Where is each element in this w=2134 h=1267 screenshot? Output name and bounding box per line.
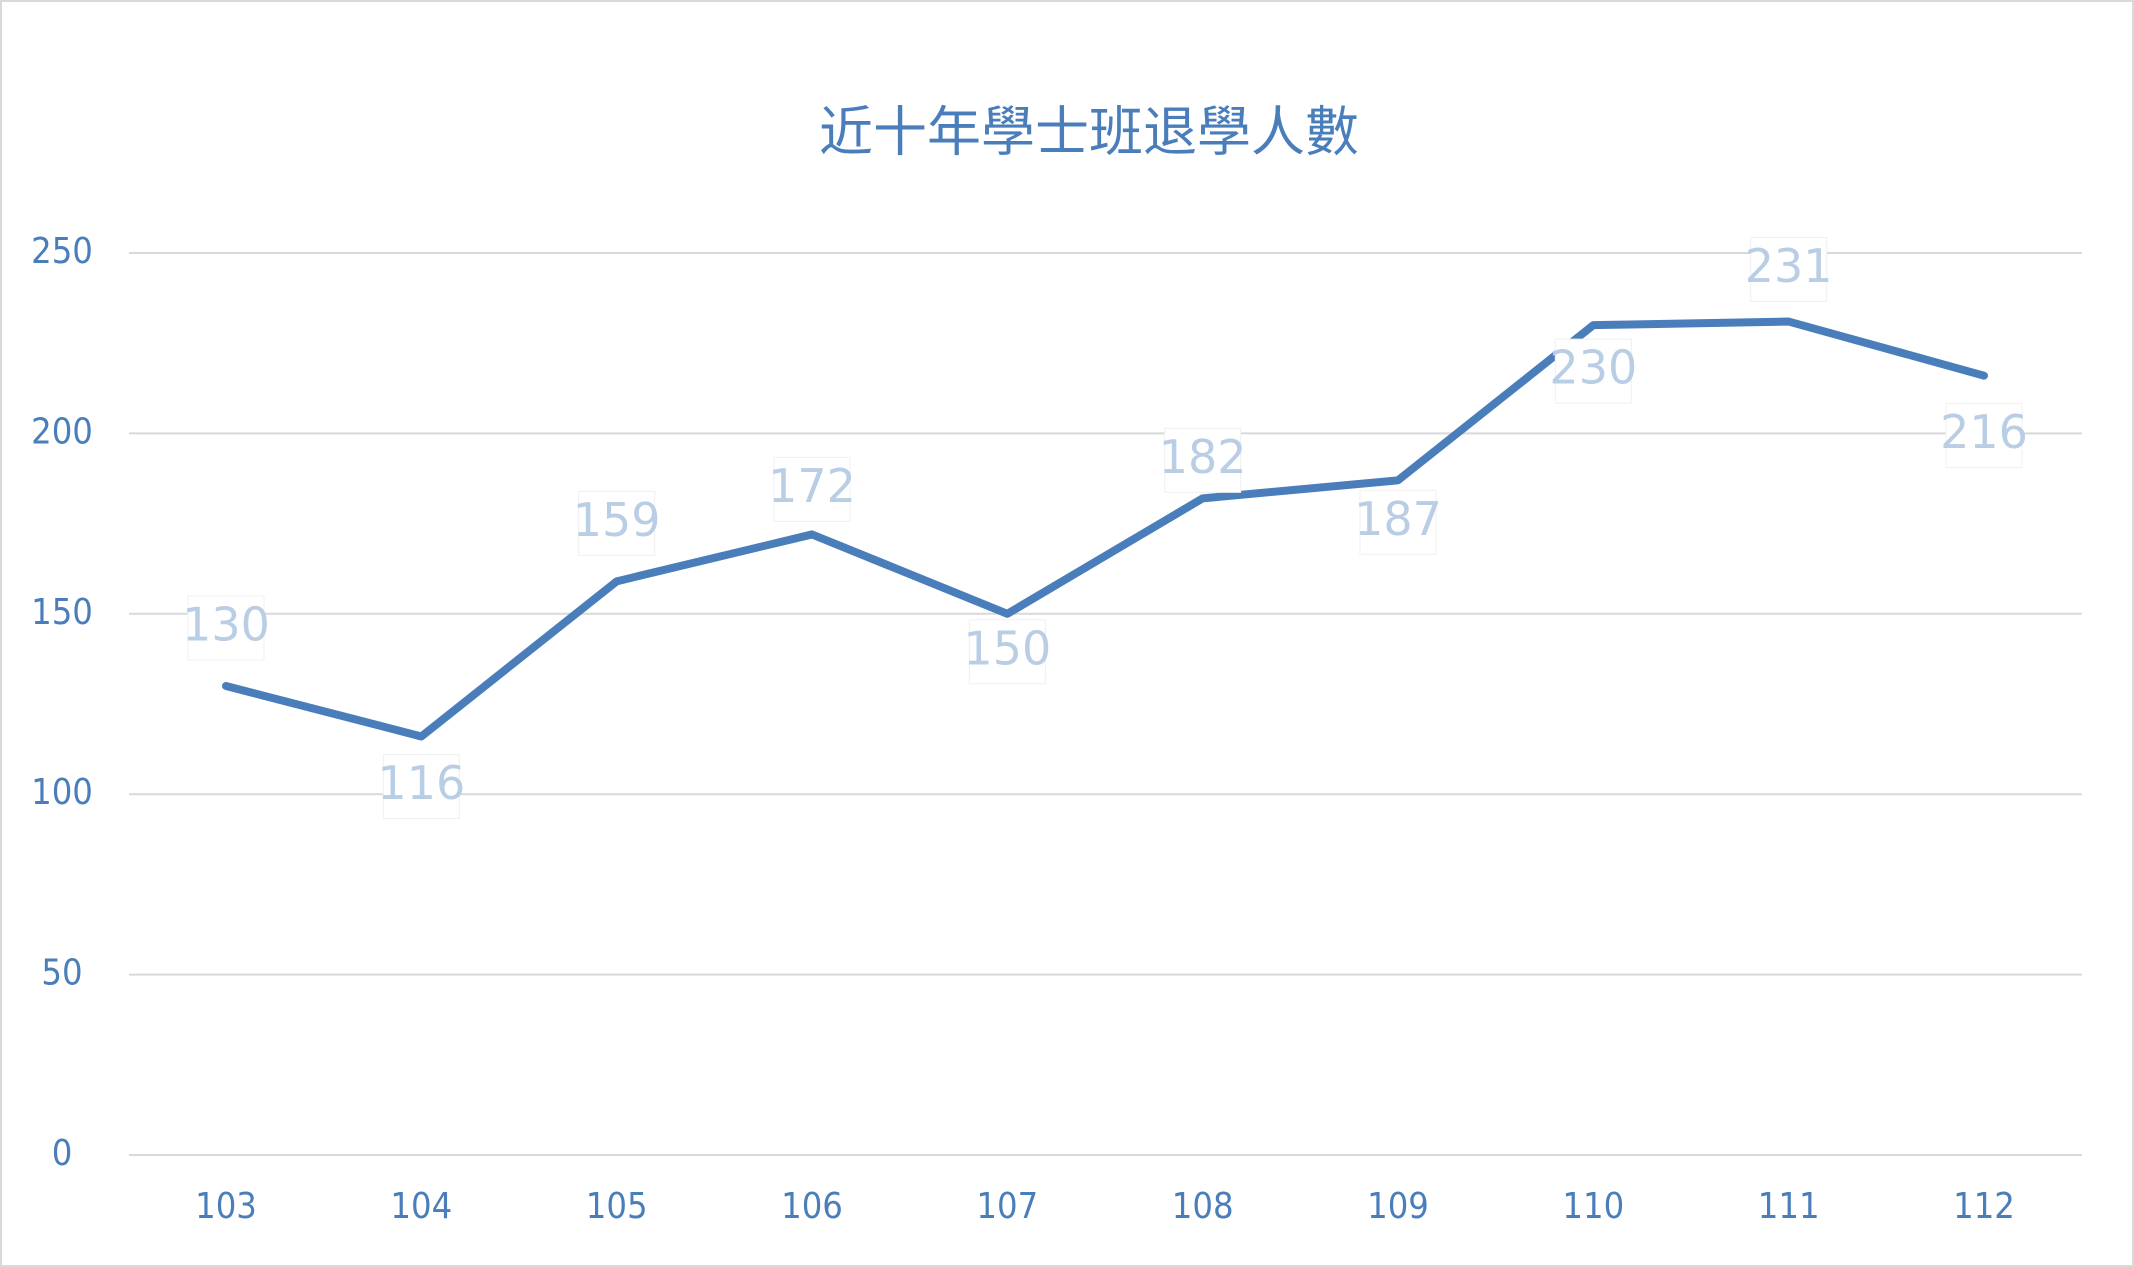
- data-label: 159: [573, 493, 661, 547]
- label-box: [382, 753, 460, 819]
- data-label: 187: [1354, 492, 1442, 546]
- x-tick-label: 104: [390, 1186, 452, 1227]
- x-tick-label: 109: [1367, 1186, 1429, 1227]
- data-label: 216: [1940, 405, 2028, 459]
- data-label: 172: [768, 459, 856, 513]
- data-label: 116: [377, 756, 465, 810]
- y-tick-label: 50: [41, 953, 82, 994]
- data-label: 150: [963, 621, 1051, 675]
- label-box: [773, 456, 851, 522]
- data-label: 130: [182, 597, 270, 651]
- label-box: [578, 490, 656, 556]
- chart-title: 近十年學士班退學人數: [819, 101, 1359, 164]
- x-tick-label: 108: [1172, 1186, 1234, 1227]
- label-box: [1164, 427, 1242, 493]
- y-tick-label: 200: [31, 411, 93, 452]
- label-box: [187, 595, 265, 661]
- y-tick-label: 0: [52, 1133, 73, 1174]
- data-label: 231: [1745, 239, 1833, 293]
- y-tick-label: 250: [31, 231, 93, 272]
- label-box: [1359, 489, 1437, 555]
- label-box: [968, 619, 1046, 685]
- data-line: [222, 317, 1988, 741]
- x-tick-label: 107: [976, 1186, 1038, 1227]
- x-tick-label: 105: [586, 1186, 648, 1227]
- x-tick-label: 103: [195, 1186, 257, 1227]
- y-tick-label: 100: [31, 772, 93, 813]
- y-tick-label: 150: [31, 592, 93, 633]
- x-tick-label: 106: [781, 1186, 843, 1227]
- label-box: [1945, 403, 2023, 469]
- label-box: [1554, 338, 1632, 404]
- x-tick-label: 110: [1562, 1186, 1624, 1227]
- x-tick-label: 111: [1758, 1186, 1820, 1227]
- label-box: [1750, 237, 1828, 303]
- x-tick-label: 112: [1953, 1186, 2015, 1227]
- data-label: 230: [1549, 341, 1637, 395]
- data-label: 182: [1159, 430, 1247, 484]
